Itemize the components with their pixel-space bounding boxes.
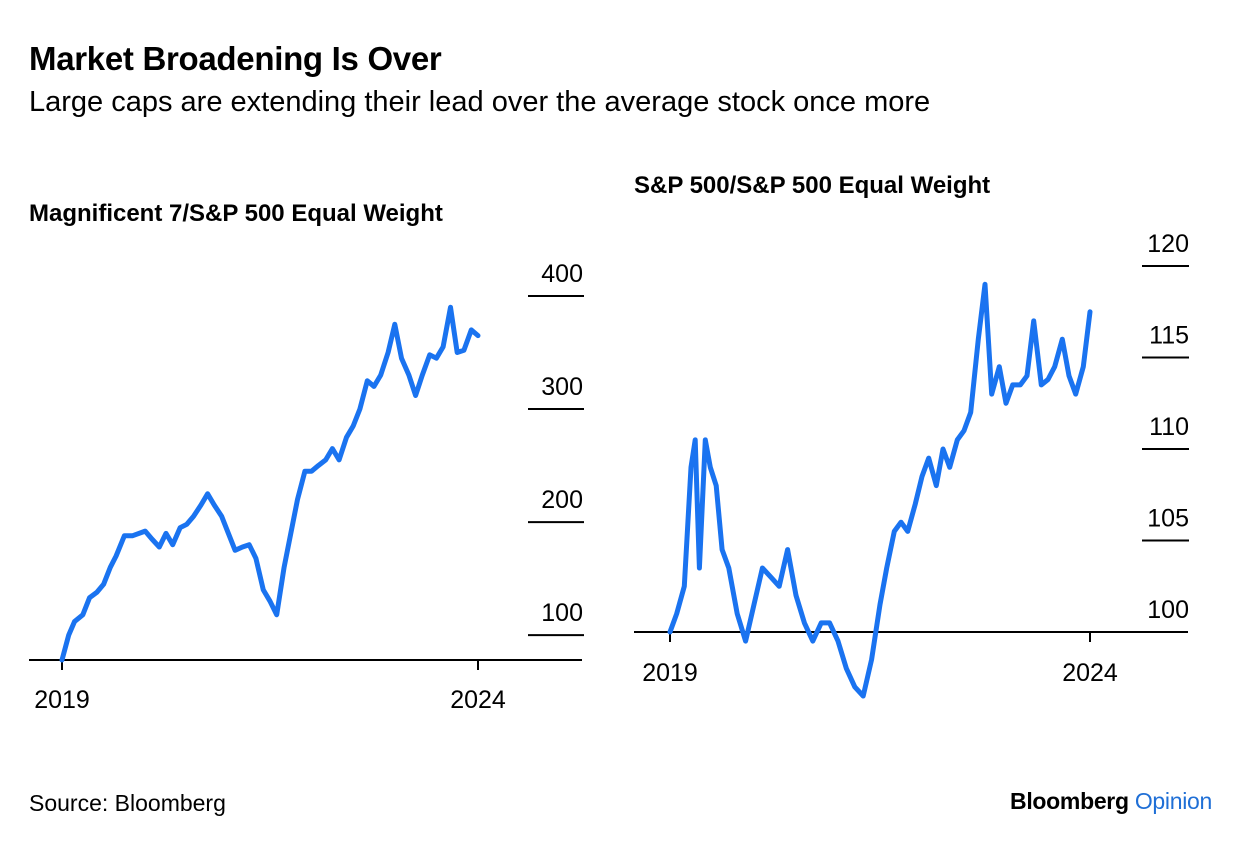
y-tick-label-100: 100 [1147,596,1189,624]
source-note: Source: Bloomberg [29,790,226,816]
y-tick-label-400: 400 [541,260,583,288]
chart-main-title: Market Broadening Is Over [29,40,442,77]
y-tick-label-115: 115 [1149,322,1189,350]
x-tick-label-2019: 2019 [34,686,90,714]
y-tick-label-100: 100 [541,599,583,627]
chart-title-1: Magnificent 7/S&P 500 Equal Weight [29,200,443,227]
x-tick-label-2024: 2024 [450,686,506,714]
y-tick-label-110: 110 [1149,413,1189,441]
y-tick-label-120: 120 [1147,230,1189,258]
brand-main: Bloomberg [1010,788,1129,814]
y-tick-label-105: 105 [1147,505,1189,533]
y-tick-label-300: 300 [541,373,583,401]
chart-title-2: S&P 500/S&P 500 Equal Weight [634,172,990,199]
y-tick-label-200: 200 [541,486,583,514]
series-line-1 [59,304,481,663]
x-tick-label-2019: 2019 [642,659,698,687]
series-line-2 [667,281,1093,699]
chart-subtitle: Large caps are extending their lead over… [29,86,931,118]
brand-logo: Bloomberg Opinion [1010,788,1212,815]
brand-accent: Opinion [1134,788,1212,814]
x-tick-label-2024: 2024 [1062,659,1118,687]
